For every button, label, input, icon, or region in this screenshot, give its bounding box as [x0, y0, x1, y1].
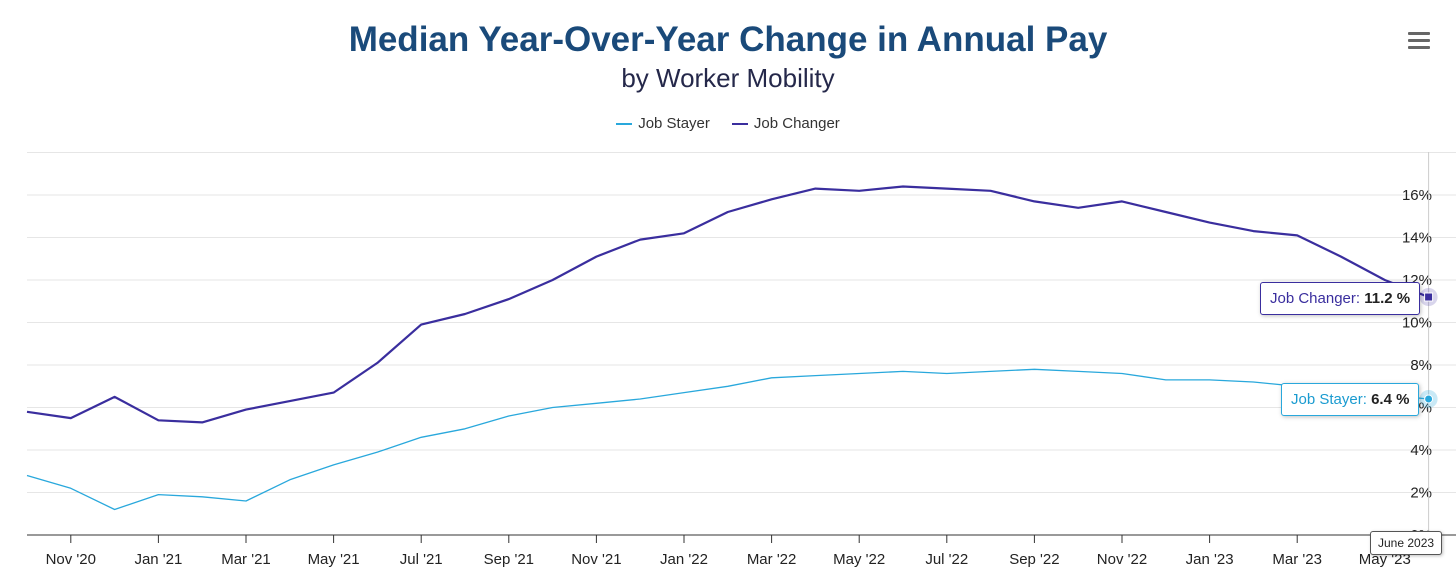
legend-item-job-changer[interactable]: Job Changer [731, 115, 840, 132]
y-tick-label: 2% [1410, 485, 1432, 502]
x-tick-label: Mar '23 [1272, 551, 1322, 568]
legend-swatch-job-stayer [616, 122, 633, 125]
tooltip-series-name: Job Stayer [1291, 391, 1363, 408]
x-tick-label: Nov '20 [46, 551, 96, 568]
hover-marker-job-stayer [1424, 394, 1434, 404]
y-tick-label: 8% [1410, 357, 1432, 374]
legend-swatch-job-changer [731, 122, 748, 125]
legend-label-job-stayer: Job Stayer [638, 115, 710, 132]
y-tick-label: 16% [1402, 187, 1432, 204]
series-line-job-changer [26, 185, 1429, 424]
x-tick-label: Mar '22 [747, 551, 797, 568]
x-tick-label: Jan '21 [134, 551, 182, 568]
legend-label-job-changer: Job Changer [753, 115, 840, 132]
y-tick-label: 10% [1402, 315, 1432, 332]
x-tick-label: Mar '21 [221, 551, 271, 568]
legend: Job Stayer Job Changer [0, 115, 1456, 132]
x-tick-label: May '22 [833, 551, 885, 568]
x-tick-label: Nov '22 [1097, 551, 1147, 568]
hamburger-menu-icon[interactable] [1404, 30, 1434, 52]
tooltip-job-changer: Job Changer: 11.2 % [1260, 282, 1421, 315]
tooltip-value: 6.4 % [1371, 391, 1410, 408]
crosshair-date-label: June 2023 [1370, 531, 1443, 555]
tooltip-value: 11.2 % [1364, 290, 1411, 307]
x-tick-label: Jan '22 [660, 551, 708, 568]
x-tick-label: May '23 [1359, 551, 1411, 568]
x-tick-label: Sep '21 [484, 551, 534, 568]
hover-marker-job-changer [1424, 292, 1434, 302]
tooltip-series-name: Job Changer [1270, 290, 1356, 307]
y-tick-label: 14% [1402, 230, 1432, 247]
y-tick-label: 4% [1410, 442, 1432, 459]
x-tick-label: Jul '21 [400, 551, 443, 568]
x-tick-label: Sep '22 [1009, 551, 1059, 568]
chart-subtitle: by Worker Mobility [621, 63, 835, 93]
series-line-job-stayer [26, 368, 1429, 511]
tooltip-separator: : [1355, 290, 1365, 307]
x-tick-label: May '21 [308, 551, 360, 568]
chart-title: Median Year-Over-Year Change in Annual P… [348, 20, 1108, 59]
legend-item-job-stayer[interactable]: Job Stayer [616, 115, 710, 132]
x-tick-label: Nov '21 [571, 551, 621, 568]
tooltip-separator: : [1362, 391, 1372, 408]
x-tick-label: Jan '23 [1186, 551, 1234, 568]
tooltip-job-stayer: Job Stayer: 6.4 % [1281, 383, 1420, 416]
x-tick-label: Jul '22 [925, 551, 968, 568]
